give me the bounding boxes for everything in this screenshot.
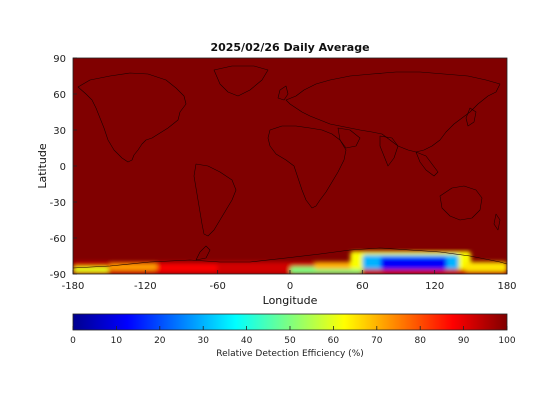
coast-arabia	[337, 127, 361, 149]
x-axis-label: Longitude	[263, 294, 318, 307]
coast-antarctic-peninsula	[195, 245, 211, 261]
colorbar-tick-label: 90	[458, 336, 470, 346]
y-axis-label: Latitude	[36, 143, 49, 189]
plot-background	[73, 58, 507, 274]
data-region-1	[73, 266, 110, 273]
data-region-9	[464, 262, 507, 272]
colorbar-tick-label: 0	[70, 336, 76, 346]
x-tick-label: 60	[356, 281, 369, 292]
colorbar-tick-label: 40	[241, 336, 253, 346]
coast-southeast-asia	[415, 151, 439, 177]
colorbar-label: Relative Detection Efficiency (%)	[216, 349, 364, 359]
coast-australia	[439, 185, 483, 221]
y-tick-label: 90	[53, 54, 66, 65]
x-tick-label: -180	[62, 281, 85, 292]
coast-south-america	[193, 163, 237, 237]
colorbar-tick-label: 20	[154, 336, 166, 346]
coastlines	[73, 65, 507, 269]
colorbar-tick-label: 50	[284, 336, 296, 346]
y-tick-label: -90	[50, 270, 66, 281]
colorbar: 0 10 20 30 40 50 60 70 80 90 100 Relative Detectio…	[70, 313, 516, 359]
y-tick-label: 30	[53, 126, 66, 137]
x-tick-label: -60	[209, 281, 225, 292]
y-tick-label: 60	[53, 90, 66, 101]
colorbar-tick-label: 10	[111, 336, 123, 346]
x-axis: -180 -120 -60 0 60 120 180	[62, 270, 517, 292]
coast-india	[379, 135, 399, 167]
data-region-2	[109, 263, 158, 271]
x-tick-label: 180	[497, 281, 516, 292]
x-tick-label: 0	[287, 281, 293, 292]
x-tick-label: 120	[425, 281, 444, 292]
y-tick-label: -30	[50, 198, 66, 209]
coast-uk	[277, 85, 289, 101]
plot-area	[72, 57, 508, 275]
y-axis: -90 -60 -30 0 30 60 90	[50, 54, 77, 281]
data-region-8	[380, 257, 447, 270]
coast-north-america	[77, 72, 187, 163]
chart-title: 2025/02/26 Daily Average	[210, 41, 369, 54]
colorbar-tick-label: 60	[328, 336, 340, 346]
y-tick-label: -60	[50, 234, 66, 245]
coast-greenland	[213, 65, 269, 97]
x-tick-label: -120	[134, 281, 157, 292]
data-regions	[73, 251, 507, 274]
colorbar-tick-label: 100	[498, 336, 515, 346]
colorbar-tick-label: 80	[414, 336, 426, 346]
coast-antarctica	[73, 247, 507, 269]
colorbar-ticks: 0 10 20 30 40 50 60 70 80 90 100	[70, 326, 516, 346]
colorbar-tick-label: 30	[197, 336, 209, 346]
data-region-3	[157, 264, 218, 272]
coast-japan	[465, 107, 477, 127]
colorbar-tick-label: 70	[371, 336, 383, 346]
coast-new-zealand	[493, 213, 501, 231]
coast-africa	[267, 125, 347, 209]
coast-eurasia	[285, 71, 501, 153]
y-tick-label: 0	[60, 162, 66, 173]
